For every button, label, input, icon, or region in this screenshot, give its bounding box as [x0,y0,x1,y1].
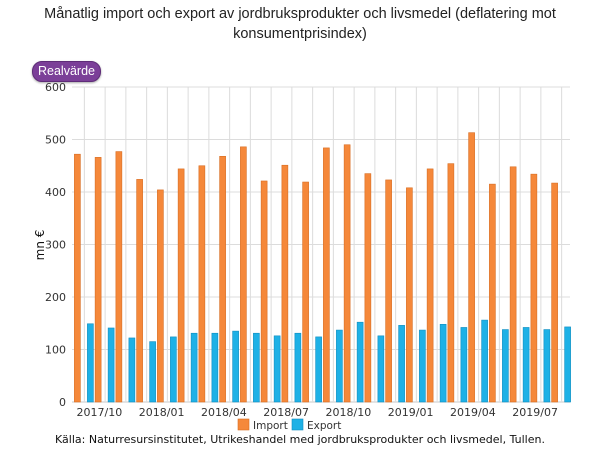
x-tick-label: 2018/07 [263,406,309,419]
bar-export-2018-08[interactable] [294,332,302,403]
bar-export-2017-12[interactable] [128,337,136,403]
y-tick-label: 500 [45,134,66,147]
legend-swatch-import [237,418,250,431]
y-tick-label: 200 [45,291,66,304]
x-tick-label: 2019/01 [388,406,434,419]
bar-export-2018-07[interactable] [273,335,281,403]
bar-export-2018-05[interactable] [232,330,239,403]
bar-import-2018-03[interactable] [177,168,185,403]
bar-import-2018-05[interactable] [219,156,226,403]
bar-import-2019-07[interactable] [509,166,517,403]
y-tick-label: 0 [59,396,66,409]
bar-export-2019-06[interactable] [502,329,509,403]
bar-import-2019-09[interactable] [551,182,558,403]
x-tick-label: 2017/10 [77,406,123,419]
x-tick-label: 2019/04 [450,406,496,419]
bar-import-2018-10[interactable] [323,147,330,403]
legend-label-import[interactable]: Import [253,420,288,432]
bar-export-2018-02[interactable] [170,336,177,403]
source-note: Källa: Naturresursinstitutet, Utrikeshan… [55,433,545,446]
x-tick-label: 2018/01 [139,406,185,419]
y-tick-label: 600 [45,81,66,94]
x-tick-label: 2019/07 [512,406,558,419]
x-tick-label: 2018/04 [201,406,247,419]
realvarde-badge[interactable]: Realvärde [32,61,101,82]
bar-export-2017-11[interactable] [107,327,115,403]
bar-import-2018-08[interactable] [281,164,289,403]
x-axis-ticks: 2017/10 2018/01 2018/04 2018/07 2018/10 2019/… [77,406,558,419]
bar-export-2019-09[interactable] [564,326,571,403]
bar-import-2018-09[interactable] [302,181,309,403]
bar-export-2018-11[interactable] [356,321,364,403]
bar-export-2018-04[interactable] [211,332,219,403]
y-axis-ticks: 0 100 200 300 400 500 600 [45,81,66,409]
bar-import-2019-05[interactable] [468,132,475,403]
bar-import-2018-02[interactable] [157,189,164,403]
bar-import-2019-08[interactable] [530,173,538,403]
bar-export-2018-12[interactable] [377,335,385,403]
bar-export-2019-05[interactable] [481,319,488,403]
bar-import-2018-04[interactable] [198,165,206,403]
bar-import-2018-12[interactable] [364,173,372,403]
bar-export-2018-03[interactable] [190,332,198,403]
bar-export-2018-09[interactable] [315,336,322,403]
bar-import-2017-10[interactable] [74,153,81,403]
bar-export-2019-01[interactable] [398,325,405,403]
bar-import-2019-04[interactable] [447,163,455,403]
bar-export-2019-08[interactable] [543,329,551,403]
y-tick-label: 400 [45,186,66,199]
bar-import-2018-07[interactable] [260,180,268,403]
bar-import-2017-11[interactable] [94,157,102,403]
bar-export-2019-07[interactable] [522,327,530,403]
legend: Import Export [237,418,341,432]
bar-export-2018-10[interactable] [336,329,343,403]
bar-import-2019-03[interactable] [426,168,434,403]
legend-swatch-export [291,418,304,431]
legend-label-export[interactable]: Export [307,420,341,432]
chart-title: Månatlig import och export av jordbruksp… [44,6,556,42]
bar-import-2018-01[interactable] [136,179,143,403]
bar-import-2018-11[interactable] [343,144,351,403]
bar-export-2018-06[interactable] [253,332,260,403]
grid-lines [72,86,570,403]
bars [74,132,571,403]
y-tick-label: 300 [45,239,66,252]
bar-export-2019-04[interactable] [460,327,468,403]
x-tick-label: 2018/10 [326,406,372,419]
y-axis-label: mn € [33,230,47,261]
bar-export-2018-01[interactable] [149,341,156,403]
bar-export-2019-02[interactable] [419,329,426,403]
bar-import-2019-06[interactable] [489,183,496,403]
bar-import-2017-12[interactable] [115,151,123,403]
bar-export-2017-10[interactable] [87,323,94,403]
bar-import-2018-06[interactable] [240,146,247,403]
bar-import-2019-02[interactable] [406,187,413,403]
y-tick-label: 100 [45,344,66,357]
bar-import-2019-01[interactable] [385,179,392,403]
bar-export-2019-03[interactable] [439,323,447,403]
